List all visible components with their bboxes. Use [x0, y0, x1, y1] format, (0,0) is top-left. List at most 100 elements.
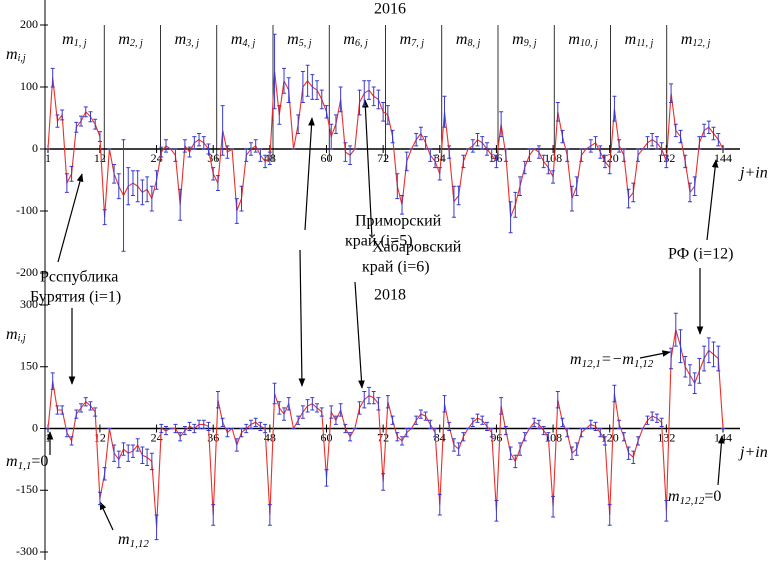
error-bar: [154, 170, 159, 190]
error-bar: [659, 417, 664, 427]
base: m: [287, 31, 299, 48]
error-bar: [343, 423, 348, 434]
error-bar: [716, 133, 721, 147]
error-bar: [225, 145, 230, 159]
error-bar: [83, 106, 88, 118]
arrow: [298, 249, 306, 387]
error-bar: [102, 209, 107, 226]
base: m: [175, 31, 187, 48]
subscripted-label: mi,j: [6, 326, 26, 345]
annotation: край (i=6): [362, 259, 430, 276]
subscripted-label: m8, j: [456, 31, 481, 50]
error-bar: [220, 417, 225, 427]
error-bar: [178, 188, 183, 221]
y-tick-label: -150: [16, 482, 38, 496]
error-bar: [211, 504, 216, 526]
annotation-part: m: [118, 531, 130, 548]
error-bar: [541, 154, 546, 169]
error-bar: [598, 428, 603, 438]
error-bar: [654, 136, 659, 150]
error-bar: [716, 345, 721, 372]
subscripted-label: m10, j: [568, 31, 598, 50]
error-bar: [711, 341, 716, 368]
error-bar: [621, 148, 626, 162]
error-bar: [277, 401, 282, 415]
annotation: m12,1=−m1,12: [570, 351, 654, 370]
error-bar: [711, 126, 716, 141]
error-bar: [263, 423, 268, 434]
error-bar: [414, 415, 419, 425]
error-bar: [64, 428, 69, 438]
y-tick-label: 0: [32, 420, 38, 434]
error-bar: [461, 154, 466, 169]
error-bar: [442, 395, 447, 413]
error-bar: [192, 136, 197, 150]
error-bar: [305, 399, 310, 413]
annotation: РФ (i=12): [668, 246, 733, 263]
error-bar: [116, 173, 121, 200]
error-bar: [508, 446, 513, 460]
error-bar: [135, 170, 140, 203]
annotation: Приморский: [355, 213, 442, 230]
error-bar: [697, 358, 702, 384]
error-bar: [112, 164, 117, 184]
error-bar: [456, 185, 461, 206]
subscripted-label: m4, j: [231, 31, 256, 50]
error-bar: [164, 139, 169, 153]
error-bar: [560, 417, 565, 427]
base: m: [456, 31, 468, 48]
error-bar: [140, 446, 145, 464]
annotation-part: 1,1: [18, 460, 32, 472]
error-bar: [593, 421, 598, 432]
error-bar: [489, 148, 494, 162]
error-bar: [551, 495, 556, 518]
error-bar: [400, 195, 405, 215]
error-bar: [93, 407, 98, 417]
x-tick-label: 144: [714, 430, 732, 444]
error-bar: [319, 89, 324, 110]
annotation-part: =−m: [601, 351, 634, 368]
error-bar: [225, 428, 230, 438]
error-bar: [338, 86, 343, 113]
annotation-part: 12,1: [582, 358, 601, 370]
error-bar: [197, 419, 202, 429]
error-bar: [437, 493, 442, 516]
subscripted-label: m7, j: [400, 31, 425, 50]
x-tick-label: 60: [320, 151, 332, 165]
subscript: i,j: [18, 53, 26, 64]
subscripted-label: m2, j: [118, 31, 143, 50]
error-bar: [234, 438, 239, 452]
subscripted-label: m12, j: [681, 31, 711, 50]
error-bar: [348, 145, 353, 165]
error-bar: [706, 337, 711, 364]
subscript: 1, j: [74, 38, 87, 49]
error-bar: [267, 504, 272, 526]
arrows: [46, 99, 725, 531]
error-bar: [305, 64, 310, 97]
error-bar: [329, 405, 334, 419]
error-bar: [669, 347, 674, 370]
error-bar: [664, 154, 669, 169]
error-bar: [612, 95, 617, 122]
error-bar: [385, 395, 390, 409]
subscript: 8, j: [467, 38, 480, 49]
base: m: [6, 46, 18, 63]
error-bar: [248, 419, 253, 429]
error-bar: [338, 403, 343, 417]
subscript: i,j: [18, 333, 26, 344]
error-bar: [678, 329, 683, 364]
error-bar: [551, 170, 556, 184]
x-tick-label: 1: [45, 151, 51, 165]
error-bar: [687, 364, 692, 386]
error-bar: [437, 167, 442, 181]
error-bar: [97, 491, 102, 506]
base: m: [512, 31, 524, 48]
subscript: 3, j: [185, 38, 199, 49]
error-bar: [215, 175, 220, 192]
error-bar: [258, 421, 263, 432]
error-bar: [692, 372, 697, 395]
annotation: край (i=5): [345, 233, 413, 250]
y-tick-label: -200: [16, 265, 38, 279]
subscript: 12, j: [692, 38, 710, 49]
